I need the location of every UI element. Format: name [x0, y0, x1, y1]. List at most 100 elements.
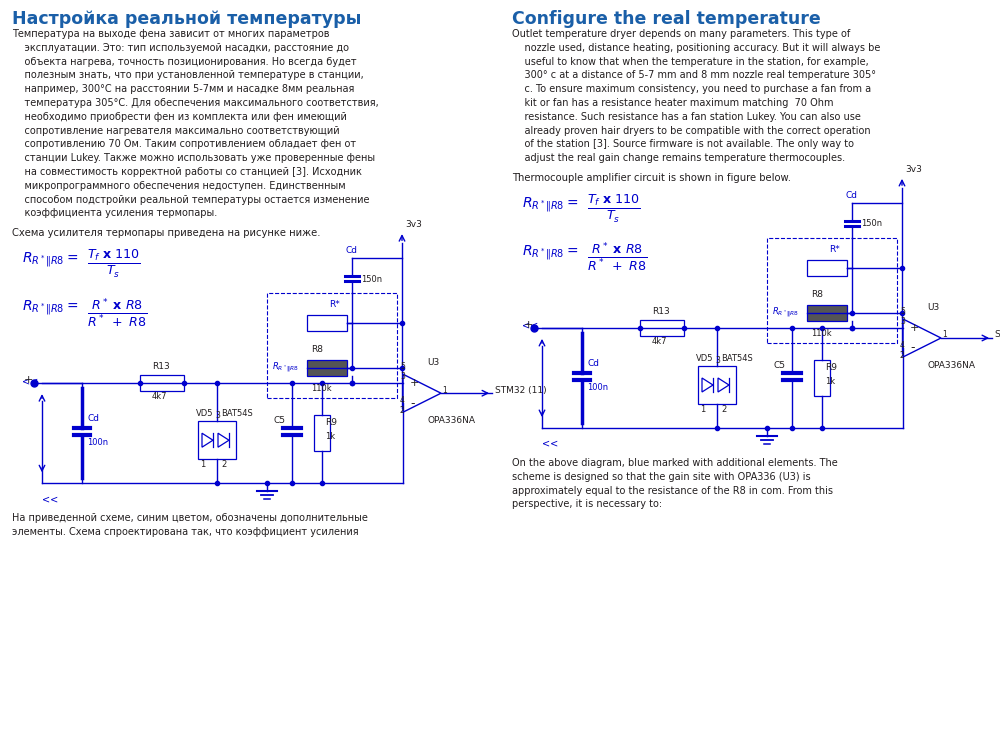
Text: kit or fan has a resistance heater maximum matching  70 Ohm: kit or fan has a resistance heater maxim… — [512, 98, 834, 108]
Text: 4: 4 — [400, 396, 405, 405]
Text: VD5: VD5 — [196, 410, 214, 419]
Text: 4: 4 — [900, 341, 905, 350]
Bar — [640, 320, 684, 336]
Text: R9: R9 — [825, 363, 837, 372]
Text: +: + — [24, 375, 33, 386]
Text: способом подстройки реальной температуры остается изменение: способом подстройки реальной температуры… — [12, 194, 370, 205]
Text: 3v3: 3v3 — [405, 220, 422, 230]
Text: R9: R9 — [325, 419, 337, 428]
Text: $R_{R^*\|R8}$: $R_{R^*\|R8}$ — [272, 362, 299, 375]
Text: 3: 3 — [900, 317, 905, 326]
Text: $R_{R^*\|R8}=$: $R_{R^*\|R8}=$ — [22, 298, 78, 316]
Text: необходимо приобрести фен из комплекта или фен имеющий: необходимо приобрести фен из комплекта и… — [12, 112, 347, 122]
Bar — [307, 315, 347, 332]
Text: $\frac{R^*\ \mathbf{x}\ R8}{R^*\ +\ R8}$: $\frac{R^*\ \mathbf{x}\ R8}{R^*\ +\ R8}$ — [587, 241, 647, 274]
Text: 150n: 150n — [361, 274, 382, 284]
Text: already proven hair dryers to be compatible with the correct operation: already proven hair dryers to be compati… — [512, 125, 871, 136]
Text: элементы. Схема спроектирована так, что коэффициент усиления: элементы. Схема спроектирована так, что … — [12, 527, 359, 537]
Text: <<: << — [22, 376, 38, 386]
Text: Thermocouple amplifier circuit is shown in figure below.: Thermocouple amplifier circuit is shown … — [512, 173, 791, 183]
Text: 1k: 1k — [825, 377, 835, 386]
Text: 110k: 110k — [811, 329, 832, 338]
Text: $\frac{T_f\ \mathbf{x}\ 110}{T_s}$: $\frac{T_f\ \mathbf{x}\ 110}{T_s}$ — [587, 193, 641, 225]
Text: R8: R8 — [311, 345, 323, 354]
Bar — [807, 260, 847, 276]
Text: BAT54S: BAT54S — [721, 354, 753, 363]
Text: 100n: 100n — [587, 383, 608, 392]
Text: 1k: 1k — [325, 432, 335, 441]
Text: resistance. Such resistance has a fan station Lukey. You can also use: resistance. Such resistance has a fan st… — [512, 112, 861, 122]
Bar — [198, 422, 236, 459]
Text: perspective, it is necessary to:: perspective, it is necessary to: — [512, 500, 662, 509]
Text: 100n: 100n — [87, 438, 108, 447]
Text: $\frac{R^*\ \mathbf{x}\ R8}{R^*\ +\ R8}$: $\frac{R^*\ \mathbf{x}\ R8}{R^*\ +\ R8}$ — [87, 296, 147, 330]
Text: -: - — [410, 397, 415, 410]
Text: OPA336NA: OPA336NA — [927, 361, 975, 370]
Text: +: + — [524, 320, 533, 330]
Text: 110k: 110k — [311, 384, 332, 393]
Text: Температура на выходе фена зависит от многих параметров: Температура на выходе фена зависит от мн… — [12, 29, 330, 39]
Text: 3v3: 3v3 — [905, 165, 922, 174]
Text: 2: 2 — [221, 460, 226, 470]
Text: $\frac{T_f\ \mathbf{x}\ 110}{T_s}$: $\frac{T_f\ \mathbf{x}\ 110}{T_s}$ — [87, 248, 141, 280]
Text: 150n: 150n — [861, 220, 882, 229]
Text: c. To ensure maximum consistency, you need to purchase a fan from a: c. To ensure maximum consistency, you ne… — [512, 84, 871, 94]
Text: of the station [3]. Source firmware is not available. The only way to: of the station [3]. Source firmware is n… — [512, 140, 854, 149]
Text: $R_{R^*\|R8}=$: $R_{R^*\|R8}=$ — [22, 251, 78, 268]
Text: эксплуатации. Это: тип используемой насадки, расстояние до: эксплуатации. Это: тип используемой наса… — [12, 43, 349, 52]
Text: 300° c at a distance of 5-7 mm and 8 mm nozzle real temperature 305°: 300° c at a distance of 5-7 mm and 8 mm … — [512, 70, 876, 80]
Text: 2: 2 — [400, 406, 405, 416]
Text: R*: R* — [829, 245, 840, 254]
Bar — [267, 293, 397, 398]
Text: useful to know that when the temperature in the station, for example,: useful to know that when the temperature… — [512, 56, 869, 67]
Text: <<: << — [542, 439, 558, 449]
Text: На приведенной схеме, синим цветом, обозначены дополнительные: На приведенной схеме, синим цветом, обоз… — [12, 513, 368, 523]
Text: R13: R13 — [152, 362, 170, 371]
Text: R13: R13 — [652, 307, 670, 316]
Text: 5: 5 — [400, 362, 405, 371]
Text: Configure the real temperature: Configure the real temperature — [512, 10, 821, 28]
Bar — [314, 416, 330, 452]
Text: полезным знать, что при установленной температуре в станции,: полезным знать, что при установленной те… — [12, 70, 364, 80]
Text: $R_{R^*\|R8}=$: $R_{R^*\|R8}=$ — [522, 195, 578, 214]
Text: +: + — [910, 323, 919, 333]
Text: на совместимость корректной работы со станцией [3]. Исходник: на совместимость корректной работы со ст… — [12, 167, 362, 177]
Bar — [807, 305, 847, 321]
Text: $R_{R^*\|R8}=$: $R_{R^*\|R8}=$ — [522, 243, 578, 262]
Text: R*: R* — [329, 300, 340, 309]
Text: VD5: VD5 — [696, 354, 714, 363]
Text: 3: 3 — [215, 411, 220, 420]
Text: R8: R8 — [811, 290, 823, 299]
Bar — [140, 375, 184, 392]
Bar — [698, 366, 736, 404]
Text: On the above diagram, blue marked with additional elements. The: On the above diagram, blue marked with a… — [512, 458, 838, 468]
Text: 2: 2 — [900, 351, 905, 360]
Text: scheme is designed so that the gain site with OPA336 (U3) is: scheme is designed so that the gain site… — [512, 472, 811, 482]
Text: Настройка реальной температуры: Настройка реальной температуры — [12, 10, 361, 28]
Bar — [307, 360, 347, 376]
Text: STM32 (11): STM32 (11) — [995, 331, 1000, 340]
Text: U3: U3 — [427, 358, 439, 368]
Text: 5: 5 — [900, 307, 905, 316]
Text: OPA336NA: OPA336NA — [427, 416, 475, 425]
Text: температура 305°C. Для обеспечения максимального соответствия,: температура 305°C. Для обеспечения макси… — [12, 98, 379, 108]
Text: 2: 2 — [721, 405, 726, 414]
Text: C5: C5 — [274, 416, 286, 425]
Text: 3: 3 — [715, 356, 720, 365]
Text: Cd: Cd — [845, 191, 857, 200]
Text: Cd: Cd — [87, 414, 99, 423]
Text: сопротивление нагревателя максимально соответствующий: сопротивление нагревателя максимально со… — [12, 125, 340, 136]
Text: C5: C5 — [774, 361, 786, 370]
Text: <<: << — [42, 494, 58, 504]
Text: коэффициента усиления термопары.: коэффициента усиления термопары. — [12, 209, 217, 218]
Text: BAT54S: BAT54S — [221, 410, 253, 419]
Text: approximately equal to the resistance of the R8 in com. From this: approximately equal to the resistance of… — [512, 485, 833, 496]
Bar — [767, 238, 897, 343]
Text: 4k7: 4k7 — [652, 337, 668, 346]
Text: например, 300°C на расстоянии 5-7мм и насадке 8мм реальная: например, 300°C на расстоянии 5-7мм и на… — [12, 84, 354, 94]
Text: nozzle used, distance heating, positioning accuracy. But it will always be: nozzle used, distance heating, positioni… — [512, 43, 880, 52]
Text: -: - — [910, 341, 914, 355]
Text: Схема усилителя термопары приведена на рисунке ниже.: Схема усилителя термопары приведена на р… — [12, 228, 320, 238]
Text: Cd: Cd — [587, 359, 599, 368]
Text: <<: << — [522, 321, 538, 331]
